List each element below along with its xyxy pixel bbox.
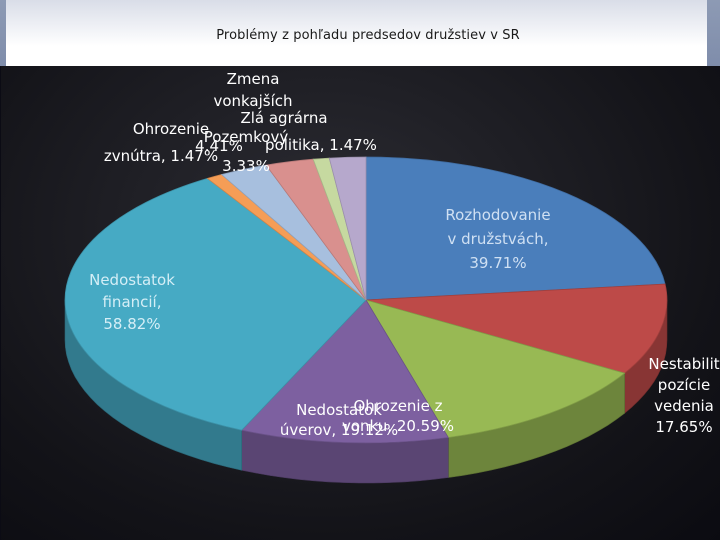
pie-slice bbox=[365, 283, 668, 374]
slice-label: politika, 1.47% bbox=[265, 136, 377, 154]
pie-slice bbox=[365, 156, 666, 301]
slice-label: vedenia bbox=[654, 397, 714, 415]
slice-label: Zmena bbox=[227, 70, 280, 88]
pie-slice bbox=[240, 299, 449, 444]
pie-slice bbox=[365, 299, 626, 438]
slice-label: v družstvách, bbox=[447, 230, 548, 248]
chart-title: Problémy z pohľadu predsedov družstiev v… bbox=[216, 28, 520, 43]
slice-label: pozície bbox=[658, 376, 710, 394]
slice-label: zvnútra, 1.47% bbox=[104, 147, 218, 165]
slice-label: 17.65% bbox=[655, 418, 712, 436]
slice-label: Rozhodovanie bbox=[445, 206, 550, 224]
pie-slices bbox=[64, 156, 668, 444]
pie-chart: Rozhodovanie v družstvách, 39.71% Nestabili… bbox=[64, 70, 720, 484]
slice-labels: Rozhodovanie v družstvách, 39.71% Nestabili… bbox=[89, 70, 720, 439]
slice-label: Ohrozenie bbox=[133, 120, 209, 138]
slice-label: Nedostatok bbox=[296, 401, 382, 419]
slice-label: 4.41% bbox=[195, 137, 243, 155]
slice-label: 39.71% bbox=[469, 254, 526, 272]
pie-slice bbox=[64, 177, 367, 431]
plot-area: Rozhodovanie v družstvách, 39.71% Nestabili… bbox=[1, 66, 720, 540]
slice-label: 3.33% bbox=[222, 157, 270, 175]
title-panel bbox=[6, 0, 707, 66]
slice-label: vonkajších bbox=[213, 92, 292, 110]
slice-label: Nestabilit bbox=[648, 355, 719, 373]
slice-label: 58.82% bbox=[103, 315, 160, 333]
slice-label: Zlá agrárna bbox=[240, 109, 327, 127]
slice-label: Ohrozenie z bbox=[354, 397, 443, 415]
slice-label: vonku, 20.59% bbox=[342, 417, 454, 435]
slice-label: financií, bbox=[102, 293, 161, 311]
slice-label: Nedostatok bbox=[89, 271, 175, 289]
slice-label: úverov, 19.12% bbox=[280, 421, 398, 439]
pie-slice bbox=[328, 156, 367, 301]
slice-label: Pozemkový bbox=[204, 128, 289, 146]
